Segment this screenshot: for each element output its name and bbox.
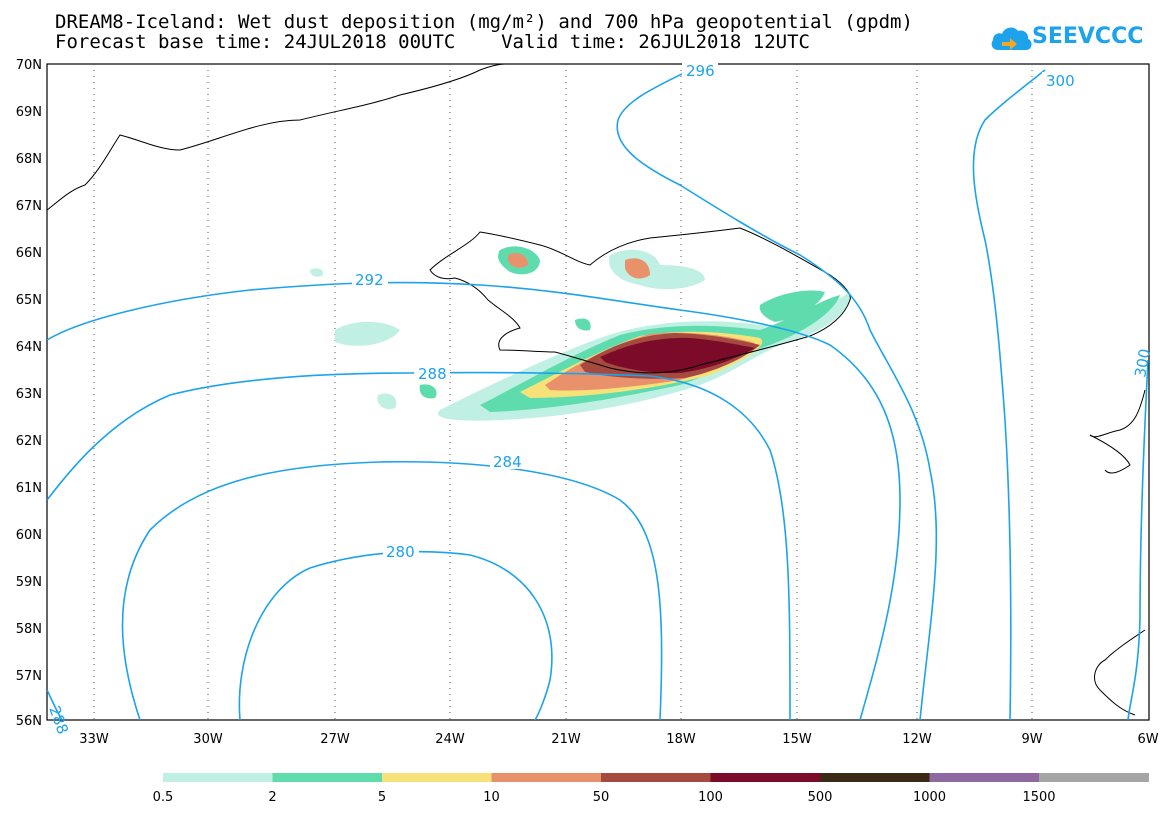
lat-tick-label: 62N <box>16 434 42 449</box>
colorbar: 0.5 2 5 10 50 100 500 1000 1500 <box>153 773 1149 805</box>
colorbar-swatch <box>1039 773 1149 782</box>
contour-label: 292 <box>355 271 384 289</box>
lon-tick-label: 18W <box>666 732 696 747</box>
lat-tick-label: 61N <box>16 481 42 496</box>
contour-label: 300 <box>1046 72 1075 90</box>
contour-label: 300 <box>1131 347 1154 378</box>
lat-tick-label: 67N <box>16 199 42 214</box>
colorbar-label: 10 <box>483 790 500 805</box>
colorbar-swatch <box>163 773 273 782</box>
colorbar-label: 0.5 <box>153 790 174 805</box>
cloud-icon <box>991 27 1032 50</box>
colorbar-swatch <box>929 773 1040 782</box>
colorbar-label: 500 <box>808 790 833 805</box>
lat-tick-label: 66N <box>16 246 42 261</box>
geopotential-contours <box>47 69 1149 720</box>
lon-tick-label: 6W <box>1137 732 1158 747</box>
lat-tick-label: 59N <box>16 575 42 590</box>
map-title: DREAM8-Iceland: Wet dust deposition (mg/… <box>55 11 913 33</box>
graticule <box>93 64 1033 720</box>
colorbar-swatch <box>491 773 602 782</box>
colorbar-swatch <box>710 773 821 782</box>
colorbar-swatch <box>272 773 383 782</box>
lon-tick-label: 9W <box>1021 732 1042 747</box>
lat-tick-label: 68N <box>16 152 42 167</box>
contour-label: 296 <box>686 62 715 80</box>
lat-tick-label: 56N <box>16 714 42 729</box>
latitude-axis: 70N 69N 68N 67N 66N 65N 64N 63N 62N 61N … <box>16 58 42 729</box>
lat-tick-label: 69N <box>16 105 42 120</box>
lat-tick-label: 70N <box>16 58 42 73</box>
lon-tick-label: 24W <box>435 732 465 747</box>
colorbar-label: 100 <box>698 790 723 805</box>
lon-tick-label: 30W <box>193 732 223 747</box>
contour-label: 280 <box>386 543 415 561</box>
lat-tick-label: 64N <box>16 340 42 355</box>
lat-tick-label: 65N <box>16 293 42 308</box>
contour-label: 284 <box>493 453 522 471</box>
lat-tick-label: 60N <box>16 528 42 543</box>
colorbar-label: 5 <box>378 790 386 805</box>
colorbar-label: 1000 <box>913 790 946 805</box>
contour-label: 288 <box>418 365 447 383</box>
logo-text: SEEVCCC <box>1032 24 1144 49</box>
map-subtitle: Forecast base time: 24JUL2018 00UTC Vali… <box>55 31 810 53</box>
lon-tick-label: 12W <box>902 732 932 747</box>
lon-tick-label: 21W <box>551 732 581 747</box>
colorbar-swatch <box>382 773 492 782</box>
lat-tick-label: 57N <box>16 669 42 684</box>
colorbar-label: 2 <box>268 790 276 805</box>
colorbar-label: 50 <box>593 790 610 805</box>
lat-tick-label: 63N <box>16 387 42 402</box>
lon-tick-label: 33W <box>79 732 109 747</box>
dust-deposition-shading <box>310 246 851 421</box>
longitude-axis: 33W 30W 27W 24W 21W 18W 15W 12W 9W 6W <box>79 732 1158 747</box>
colorbar-label: 1500 <box>1022 790 1055 805</box>
lon-tick-label: 27W <box>320 732 350 747</box>
seevccc-logo: SEEVCCC <box>990 20 1160 60</box>
lon-tick-label: 15W <box>782 732 812 747</box>
colorbar-swatch <box>820 773 930 782</box>
colorbar-swatch <box>601 773 711 782</box>
lat-tick-label: 58N <box>16 622 42 637</box>
